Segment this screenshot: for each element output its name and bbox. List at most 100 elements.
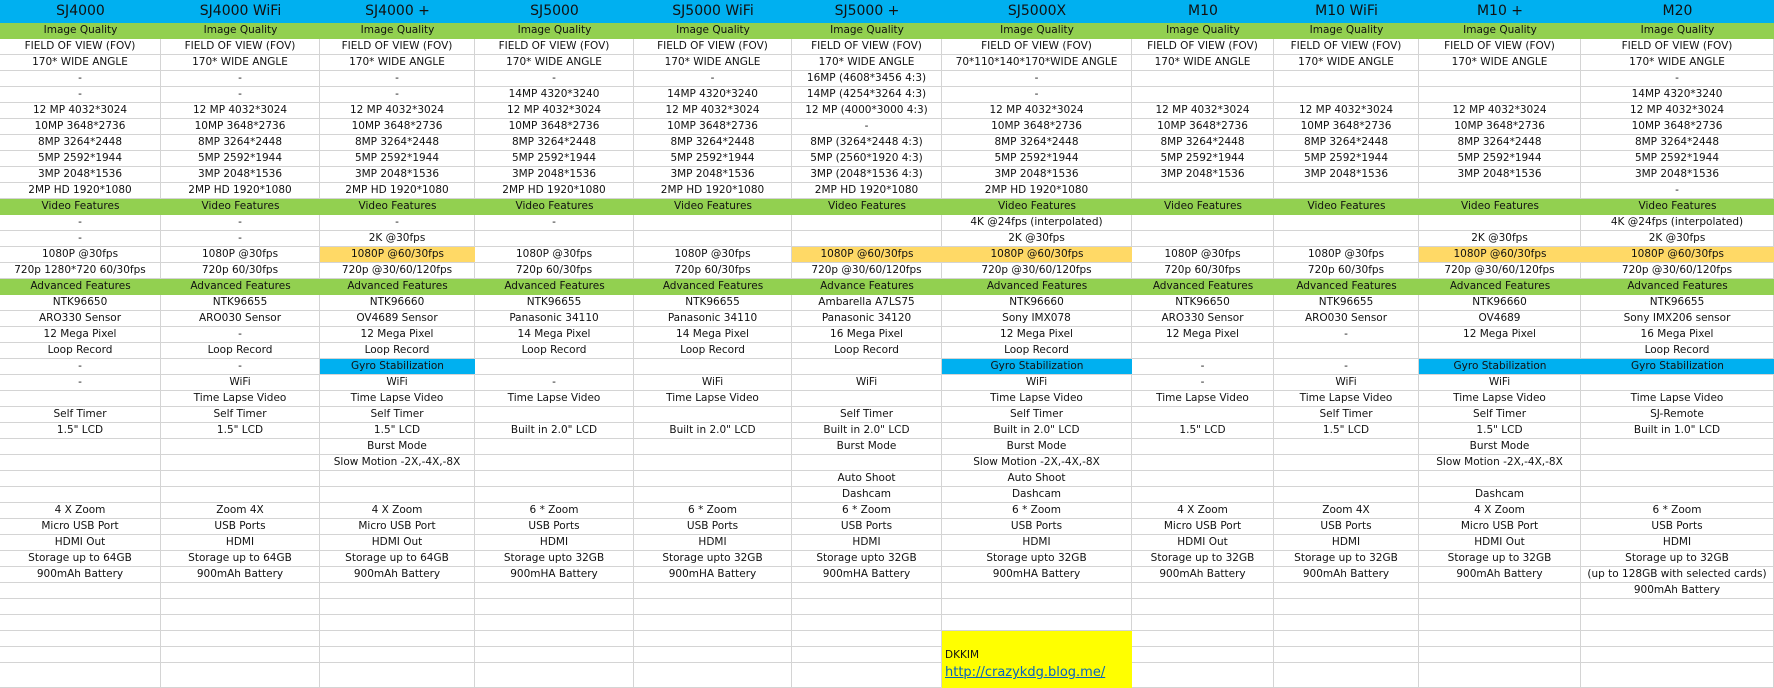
- spec-cell[interactable]: 10MP 3648*2736: [1419, 119, 1581, 135]
- spec-cell[interactable]: OV4689 Sensor: [320, 311, 475, 327]
- spec-cell[interactable]: HDMI: [634, 535, 792, 551]
- spec-cell[interactable]: [475, 455, 634, 471]
- spec-cell[interactable]: 8MP 3264*2448: [1132, 135, 1274, 151]
- spec-cell[interactable]: 1.5" LCD: [1419, 423, 1581, 439]
- spec-cell[interactable]: 720p @30/60/120fps: [320, 263, 475, 279]
- spec-cell[interactable]: [634, 231, 792, 247]
- spec-cell[interactable]: [1132, 583, 1274, 599]
- spec-cell[interactable]: Self Timer: [161, 407, 320, 423]
- spec-cell[interactable]: 12 Mega Pixel: [1419, 327, 1581, 343]
- spec-cell[interactable]: WiFi: [320, 375, 475, 391]
- spec-cell[interactable]: [1132, 87, 1274, 103]
- spec-cell[interactable]: 1080P @60/30fps: [942, 247, 1132, 263]
- empty-cell[interactable]: [634, 631, 792, 647]
- spec-cell[interactable]: FIELD OF VIEW (FOV): [634, 39, 792, 55]
- spec-cell[interactable]: 8MP 3264*2448: [0, 135, 161, 151]
- spec-cell[interactable]: 16 Mega Pixel: [792, 327, 942, 343]
- spec-cell[interactable]: FIELD OF VIEW (FOV): [1132, 39, 1274, 55]
- spec-cell[interactable]: 170* WIDE ANGLE: [0, 55, 161, 71]
- spec-cell[interactable]: 12 MP 4032*3024: [475, 103, 634, 119]
- spec-cell[interactable]: 1080P @60/30fps: [1419, 247, 1581, 263]
- spec-cell[interactable]: Burst Mode: [320, 439, 475, 455]
- spec-cell[interactable]: 12 MP 4032*3024: [942, 103, 1132, 119]
- spec-cell[interactable]: 170* WIDE ANGLE: [1274, 55, 1419, 71]
- empty-cell[interactable]: [1581, 663, 1774, 688]
- spec-cell[interactable]: -: [475, 71, 634, 87]
- column-header[interactable]: M10 +: [1419, 0, 1581, 23]
- spec-cell[interactable]: 6 * Zoom: [475, 503, 634, 519]
- spec-cell[interactable]: [0, 471, 161, 487]
- spec-cell[interactable]: 900mAh Battery: [1274, 567, 1419, 583]
- spec-cell[interactable]: Loop Record: [161, 343, 320, 359]
- spec-cell[interactable]: 720p 1280*720 60/30fps: [0, 263, 161, 279]
- spec-cell[interactable]: 1080P @60/30fps: [1581, 247, 1774, 263]
- spec-cell[interactable]: USB Ports: [475, 519, 634, 535]
- spec-cell[interactable]: Loop Record: [1581, 343, 1774, 359]
- empty-cell[interactable]: [1419, 663, 1581, 688]
- empty-cell[interactable]: [634, 647, 792, 663]
- spec-cell[interactable]: 14MP 4320*3240: [634, 87, 792, 103]
- spec-cell[interactable]: ARO330 Sensor: [1132, 311, 1274, 327]
- spec-cell[interactable]: 170* WIDE ANGLE: [1419, 55, 1581, 71]
- spec-cell[interactable]: -: [161, 87, 320, 103]
- column-header[interactable]: SJ5000 +: [792, 0, 942, 23]
- empty-cell[interactable]: [792, 615, 942, 631]
- spec-cell[interactable]: Zoom 4X: [161, 503, 320, 519]
- spec-cell[interactable]: 14 Mega Pixel: [634, 327, 792, 343]
- spec-cell[interactable]: NTK96660: [942, 295, 1132, 311]
- spec-cell[interactable]: [1274, 71, 1419, 87]
- spec-cell[interactable]: Loop Record: [792, 343, 942, 359]
- spec-cell[interactable]: [475, 471, 634, 487]
- spec-cell[interactable]: [0, 455, 161, 471]
- spec-cell[interactable]: [1132, 343, 1274, 359]
- empty-cell[interactable]: [1274, 647, 1419, 663]
- spec-cell[interactable]: Self Timer: [1419, 407, 1581, 423]
- section-header-cell[interactable]: Video Features: [320, 199, 475, 215]
- empty-cell[interactable]: [320, 647, 475, 663]
- section-header-cell[interactable]: Image Quality: [792, 23, 942, 39]
- spec-cell[interactable]: Zoom 4X: [1274, 503, 1419, 519]
- spec-cell[interactable]: [634, 359, 792, 375]
- empty-cell[interactable]: [475, 599, 634, 615]
- spec-cell[interactable]: 4 X Zoom: [1132, 503, 1274, 519]
- spec-cell[interactable]: [1581, 375, 1774, 391]
- spec-cell[interactable]: Loop Record: [634, 343, 792, 359]
- spec-cell[interactable]: 3MP 2048*1536: [634, 167, 792, 183]
- spec-cell[interactable]: [1132, 215, 1274, 231]
- section-header-cell[interactable]: Video Features: [161, 199, 320, 215]
- spec-cell[interactable]: 12 MP 4032*3024: [1581, 103, 1774, 119]
- spec-cell[interactable]: 10MP 3648*2736: [320, 119, 475, 135]
- section-header-cell[interactable]: Image Quality: [320, 23, 475, 39]
- empty-cell[interactable]: [475, 631, 634, 647]
- spec-cell[interactable]: 900mHA Battery: [942, 567, 1132, 583]
- spec-cell[interactable]: FIELD OF VIEW (FOV): [0, 39, 161, 55]
- spec-cell[interactable]: Gyro Stabilization: [942, 359, 1132, 375]
- spec-cell[interactable]: Gyro Stabilization: [320, 359, 475, 375]
- spec-cell[interactable]: 1080P @30fps: [0, 247, 161, 263]
- spec-cell[interactable]: NTK96655: [1274, 295, 1419, 311]
- spec-cell[interactable]: Loop Record: [320, 343, 475, 359]
- spec-cell[interactable]: -: [320, 71, 475, 87]
- spec-cell[interactable]: WiFi: [161, 375, 320, 391]
- spec-cell[interactable]: 1080P @30fps: [161, 247, 320, 263]
- spec-cell[interactable]: 14MP 4320*3240: [475, 87, 634, 103]
- spec-cell[interactable]: 720p 60/30fps: [1274, 263, 1419, 279]
- spec-cell[interactable]: 2MP HD 1920*1080: [792, 183, 942, 199]
- spec-cell[interactable]: NTK96655: [634, 295, 792, 311]
- spec-cell[interactable]: 4K @24fps (interpolated): [1581, 215, 1774, 231]
- spec-cell[interactable]: Storage upto 32GB: [792, 551, 942, 567]
- spec-cell[interactable]: Burst Mode: [1419, 439, 1581, 455]
- spec-cell[interactable]: 900mHA Battery: [792, 567, 942, 583]
- spec-cell[interactable]: 10MP 3648*2736: [942, 119, 1132, 135]
- spec-cell[interactable]: -: [0, 359, 161, 375]
- spec-cell[interactable]: 12 MP 4032*3024: [161, 103, 320, 119]
- empty-cell[interactable]: [792, 631, 942, 647]
- empty-cell[interactable]: [1132, 599, 1274, 615]
- spec-cell[interactable]: 720p 60/30fps: [475, 263, 634, 279]
- spec-cell[interactable]: [475, 487, 634, 503]
- spec-cell[interactable]: [0, 439, 161, 455]
- empty-cell[interactable]: [1132, 631, 1274, 647]
- spec-cell[interactable]: -: [1274, 327, 1419, 343]
- spec-cell[interactable]: USB Ports: [1581, 519, 1774, 535]
- spec-cell[interactable]: [475, 359, 634, 375]
